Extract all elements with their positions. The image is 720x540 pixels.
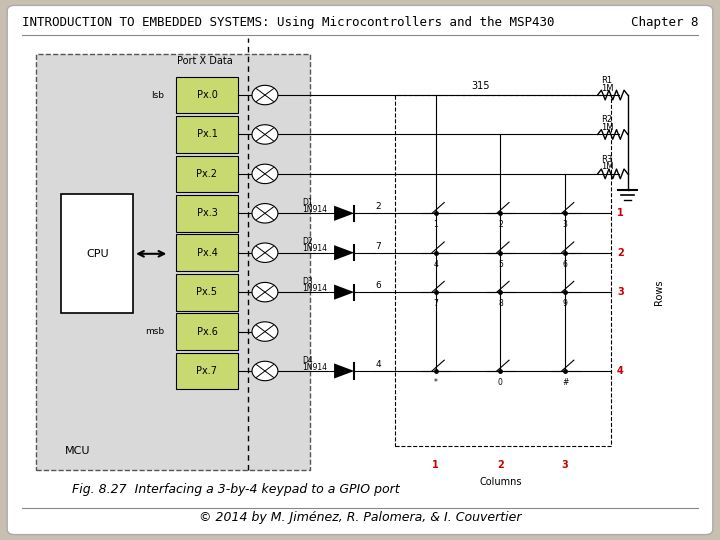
Circle shape <box>252 243 278 262</box>
Text: MCU: MCU <box>65 446 90 456</box>
Text: Px.5: Px.5 <box>197 287 217 297</box>
Text: Px.3: Px.3 <box>197 208 217 218</box>
Bar <box>176 353 238 389</box>
Text: 0: 0 <box>498 378 503 387</box>
Bar <box>176 234 238 271</box>
Bar <box>36 54 310 470</box>
Text: 6: 6 <box>375 281 381 290</box>
Text: #: # <box>562 378 568 387</box>
Text: CPU: CPU <box>86 249 109 259</box>
Bar <box>176 156 238 192</box>
Polygon shape <box>334 206 354 221</box>
Text: 5: 5 <box>498 260 503 269</box>
Text: 315: 315 <box>472 82 490 91</box>
Circle shape <box>252 361 278 381</box>
Bar <box>176 274 238 310</box>
Text: 4: 4 <box>617 366 624 376</box>
Text: Px.0: Px.0 <box>197 90 217 100</box>
Circle shape <box>252 85 278 105</box>
Text: 3: 3 <box>617 287 624 297</box>
Text: 2: 2 <box>497 461 504 470</box>
Circle shape <box>252 125 278 144</box>
Text: 2: 2 <box>498 220 503 230</box>
Text: 1: 1 <box>617 208 624 218</box>
Text: 8: 8 <box>498 299 503 308</box>
Text: 4: 4 <box>433 260 438 269</box>
Bar <box>61 194 133 313</box>
Bar <box>176 116 238 153</box>
Text: 1M: 1M <box>601 163 613 171</box>
Polygon shape <box>334 245 354 260</box>
Circle shape <box>252 322 278 341</box>
Circle shape <box>252 282 278 302</box>
Circle shape <box>252 204 278 223</box>
Text: © 2014 by M. Jiménez, R. Palomera, & I. Couvertier: © 2014 by M. Jiménez, R. Palomera, & I. … <box>199 511 521 524</box>
Text: 4: 4 <box>375 360 381 369</box>
Text: D4: D4 <box>302 356 313 364</box>
Text: 7: 7 <box>433 299 438 308</box>
Text: D2: D2 <box>302 238 313 246</box>
Text: 6: 6 <box>563 260 567 269</box>
Text: Px.7: Px.7 <box>197 366 217 376</box>
Text: *: * <box>433 378 438 387</box>
Bar <box>395 94 611 445</box>
Text: Px.6: Px.6 <box>197 327 217 336</box>
Bar <box>176 195 238 232</box>
Text: 2: 2 <box>617 248 624 258</box>
Bar <box>176 77 238 113</box>
Text: 1: 1 <box>433 220 438 230</box>
Text: 1N914: 1N914 <box>302 363 328 372</box>
Text: R1: R1 <box>601 76 612 85</box>
Text: 1M: 1M <box>601 84 613 92</box>
Text: D3: D3 <box>302 277 313 286</box>
Text: msb: msb <box>145 327 164 336</box>
Text: INTRODUCTION TO EMBEDDED SYSTEMS: Using Microcontrollers and the MSP430: INTRODUCTION TO EMBEDDED SYSTEMS: Using … <box>22 16 554 29</box>
Text: 1N914: 1N914 <box>302 284 328 293</box>
Text: 9: 9 <box>563 299 567 308</box>
Text: Columns: Columns <box>479 477 522 487</box>
Text: Chapter 8: Chapter 8 <box>631 16 698 29</box>
Text: 1N914: 1N914 <box>302 245 328 253</box>
Text: 3: 3 <box>562 461 569 470</box>
Text: Rows: Rows <box>654 279 664 305</box>
Text: lsb: lsb <box>151 91 164 99</box>
Text: 1M: 1M <box>601 123 613 132</box>
Polygon shape <box>334 285 354 300</box>
Text: R3: R3 <box>601 155 613 164</box>
Text: Px.4: Px.4 <box>197 248 217 258</box>
Text: D1: D1 <box>302 198 313 207</box>
Polygon shape <box>334 363 354 379</box>
Text: Port X Data: Port X Data <box>177 56 233 66</box>
Text: Px.1: Px.1 <box>197 130 217 139</box>
Text: 1: 1 <box>432 461 439 470</box>
Text: 1N914: 1N914 <box>302 205 328 214</box>
Circle shape <box>252 164 278 184</box>
Text: Fig. 8.27  Interfacing a 3-by-4 keypad to a GPIO port: Fig. 8.27 Interfacing a 3-by-4 keypad to… <box>72 483 400 496</box>
Text: Px.2: Px.2 <box>197 169 217 179</box>
Text: R2: R2 <box>601 116 612 124</box>
Text: 7: 7 <box>375 242 381 251</box>
Bar <box>176 313 238 350</box>
Text: 2: 2 <box>375 202 381 211</box>
Text: 3: 3 <box>563 220 567 230</box>
